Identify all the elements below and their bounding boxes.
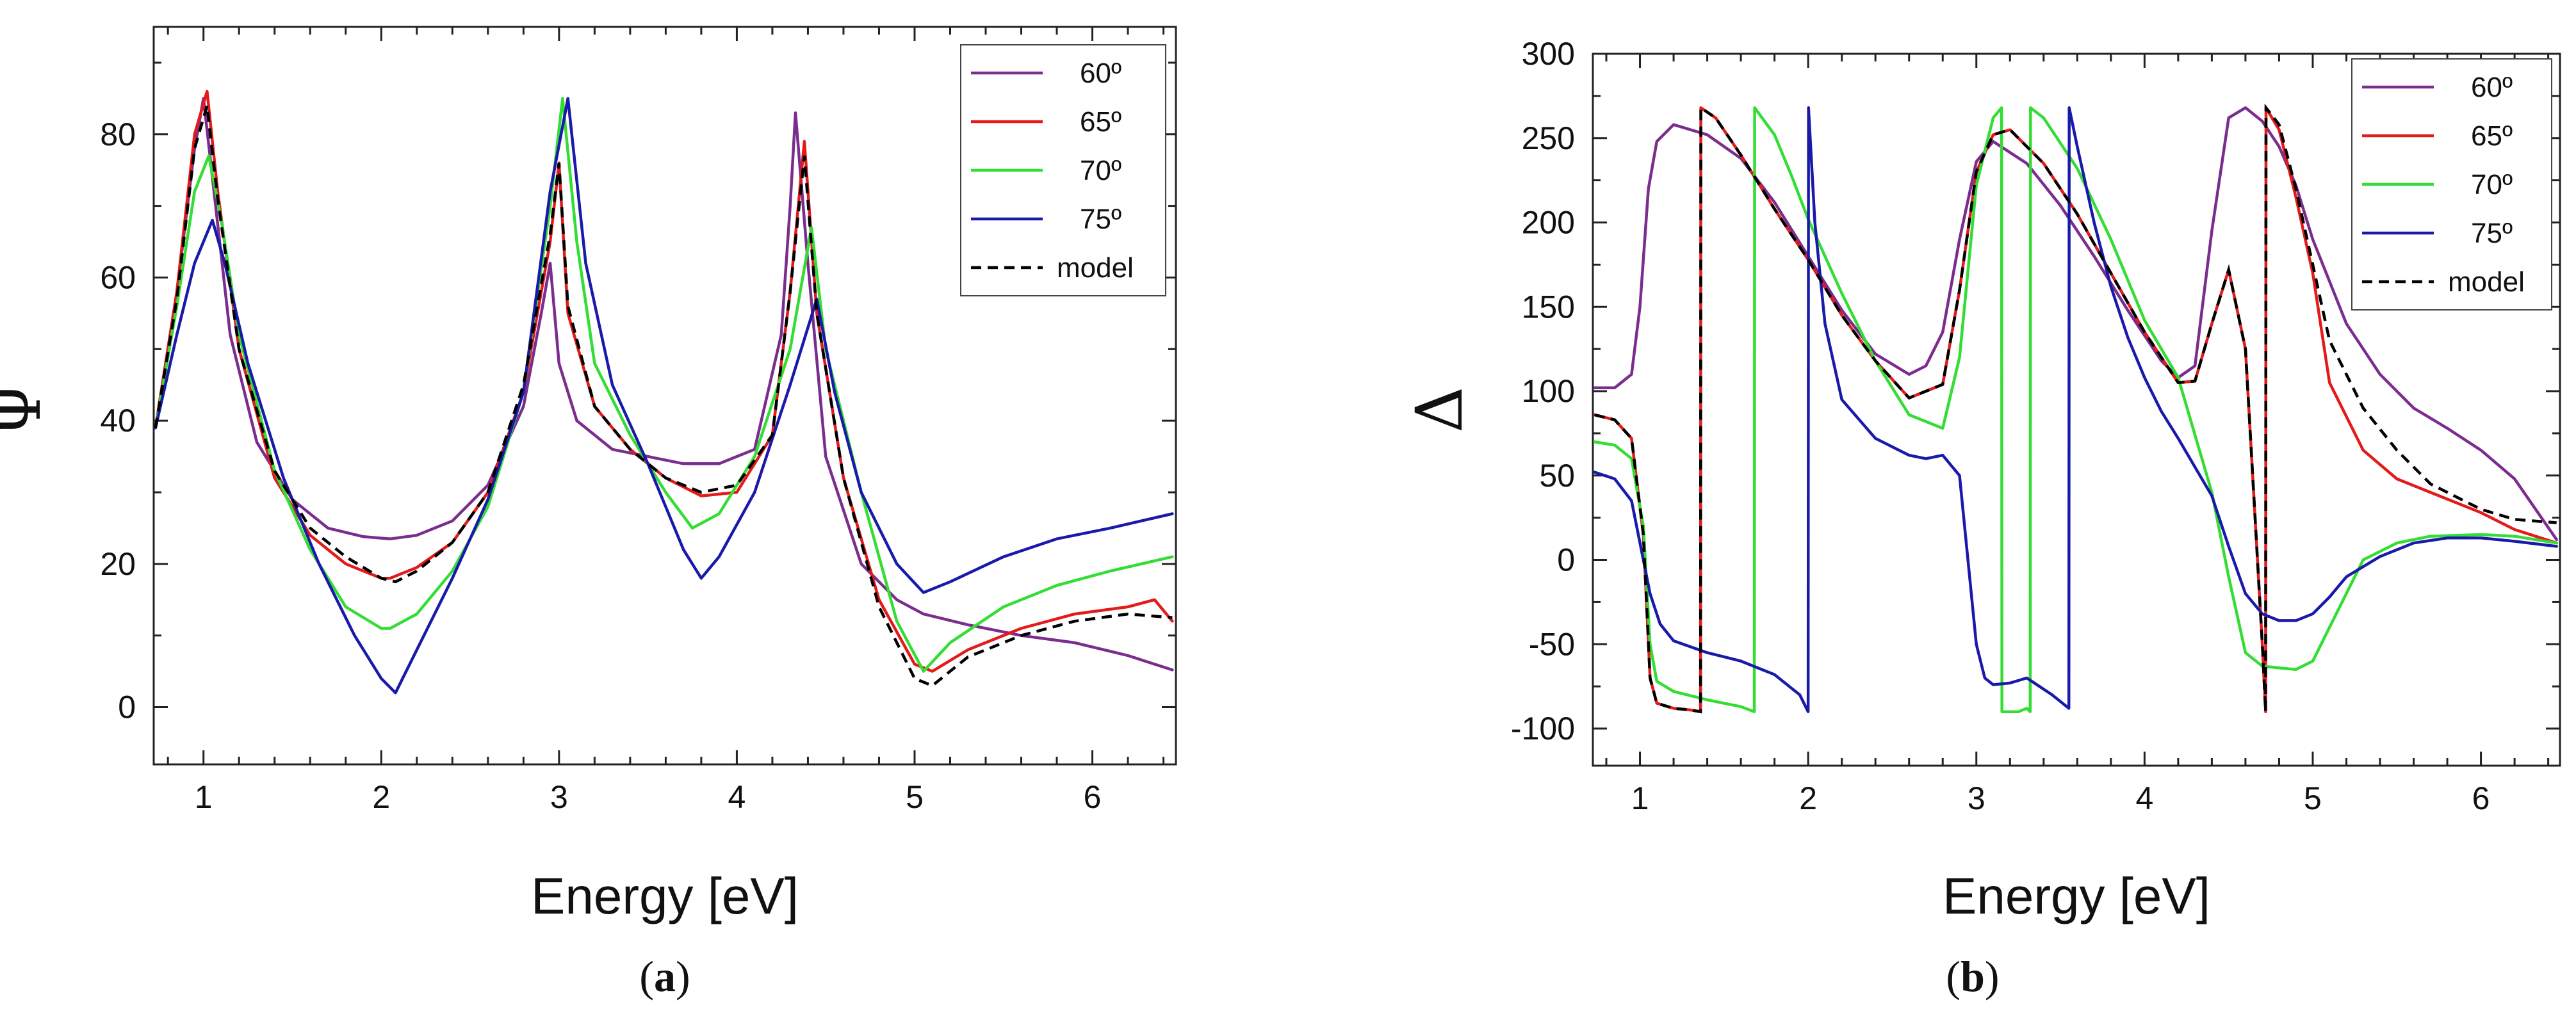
legend-label: 65º <box>1080 106 1121 138</box>
caption-a-letter: a <box>654 952 676 1001</box>
svg-text:(b): (b) <box>1946 952 1999 1001</box>
x-tick-label: 2 <box>1799 780 1817 816</box>
panel-b: -100 -50 0 50 100 150 200 250 300 1 2 3 4 5 6 Δ Energ… <box>1402 36 2561 1001</box>
y-tick-label: -50 <box>1529 626 1575 662</box>
series-line-model <box>1594 103 2557 714</box>
series-group-a <box>154 90 1174 695</box>
x-tick-label: 3 <box>1968 780 1985 816</box>
legend-label: 60º <box>1080 58 1121 89</box>
y-tick-label: 100 <box>1522 373 1575 409</box>
legend-label: model <box>1057 252 1134 284</box>
y-axis-title-a: Ψ <box>0 382 55 438</box>
legend-label: model <box>2448 266 2525 298</box>
legend-a: 60º 65º 70º 75º model <box>960 44 1166 296</box>
y-tick-label: 150 <box>1522 289 1575 325</box>
x-tick-label: 6 <box>1084 779 1102 815</box>
series-line-60-deg <box>1593 106 2558 542</box>
x-tick-label: 1 <box>1631 780 1649 816</box>
x-tick-label: 1 <box>195 779 213 815</box>
svg-text:(a): (a) <box>639 952 690 1001</box>
y-tick-label: 20 <box>100 546 136 582</box>
legend-label: 75º <box>1080 204 1121 235</box>
y-tick-label: 0 <box>1557 542 1575 578</box>
series-line-model <box>154 105 1173 688</box>
series-line-75-deg <box>154 97 1174 695</box>
legend-label: 70º <box>2471 169 2513 200</box>
legend-b: 60º 65º 70º 75º model <box>2351 58 2552 310</box>
legend-label: 70º <box>1080 155 1121 186</box>
legend-label: 75º <box>2471 218 2513 249</box>
x-axis-title-a: Energy [eV] <box>531 867 799 924</box>
y-tick-label: 300 <box>1522 36 1575 72</box>
panel-a: 0 20 40 60 80 1 2 3 4 5 6 Ψ Energy [eV] (a) 60º 65… <box>0 26 1177 1001</box>
caption-b: (b) <box>1946 952 1999 1001</box>
y-tick-label: 250 <box>1522 120 1575 156</box>
x-ticks-a: 1 2 3 4 5 6 <box>167 27 1165 815</box>
y-tick-label: 80 <box>100 117 136 152</box>
y-axis-title-b: Δ <box>1402 387 1477 433</box>
x-tick-label: 6 <box>2472 780 2490 816</box>
legend-label: 65º <box>2471 120 2513 152</box>
series-line-60-deg <box>154 97 1174 672</box>
y-tick-label: -100 <box>1511 711 1575 746</box>
caption-b-letter: b <box>1961 952 1985 1001</box>
x-tick-label: 5 <box>2304 780 2322 816</box>
y-ticks-b: -100 -50 0 50 100 150 200 250 300 <box>1511 36 2560 746</box>
caption-a: (a) <box>639 952 690 1001</box>
x-tick-label: 3 <box>550 779 568 815</box>
x-tick-label: 5 <box>906 779 924 815</box>
x-ticks-b: 1 2 3 4 5 6 <box>1605 54 2550 816</box>
series-group-b <box>1593 103 2558 714</box>
legend-label: 60º <box>2471 72 2513 103</box>
x-tick-label: 4 <box>728 779 746 815</box>
series-line-75-deg <box>1593 106 2558 713</box>
y-tick-label: 60 <box>100 259 136 295</box>
y-tick-label: 50 <box>1539 458 1575 494</box>
y-tick-label: 200 <box>1522 205 1575 241</box>
x-axis-title-b: Energy [eV] <box>1943 867 2210 924</box>
x-tick-label: 2 <box>372 779 390 815</box>
y-tick-label: 0 <box>118 689 136 725</box>
series-line-70-deg <box>1593 106 2558 713</box>
x-tick-label: 4 <box>2135 780 2153 816</box>
y-ticks-a: 0 20 40 60 80 <box>100 61 1176 725</box>
y-tick-label: 40 <box>100 403 136 439</box>
